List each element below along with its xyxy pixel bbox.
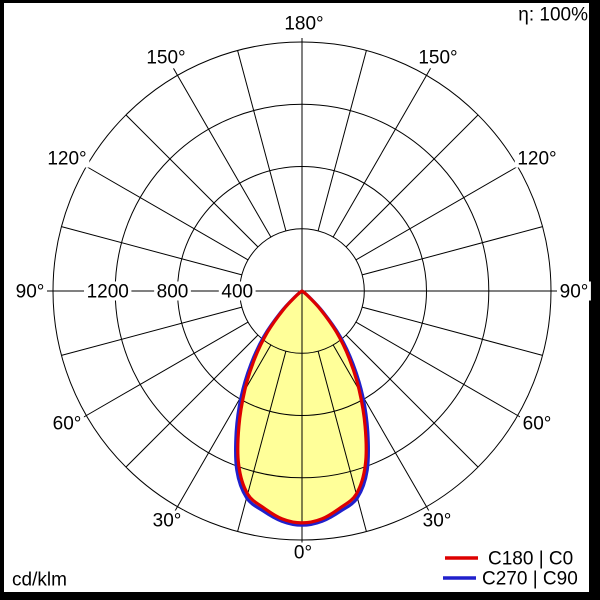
label-backdrop (520, 413, 554, 433)
angle-label: 120° (517, 149, 556, 170)
grid-spoke (177, 75, 272, 238)
grid-spoke (332, 344, 427, 507)
grid-spoke (61, 306, 243, 356)
grid-spoke (125, 334, 259, 468)
legend: C180 | C0 C270 | C90 (443, 549, 578, 590)
radial-tick-label: 1200 (87, 282, 129, 303)
label-backdrop (281, 13, 327, 33)
legend-label-c270-c90: C270 | C90 (482, 569, 578, 590)
label-backdrop (420, 510, 454, 530)
angle-label: 150° (146, 48, 185, 69)
radial-tick-label: 800 (157, 282, 189, 303)
efficiency-label: η: 100% (518, 5, 588, 26)
grid-spoke (345, 334, 479, 468)
axis-label-layer: 0° 30° 30° 60° 60° 90° 90° 120° 120° 150° 150° 180°… (13, 13, 591, 564)
label-backdrop (84, 281, 132, 301)
grid-spoke (355, 166, 518, 261)
grid-spoke (345, 114, 479, 248)
grid-spoke (361, 306, 543, 356)
angle-label: 180° (284, 14, 323, 35)
angle-label: 0° (294, 543, 312, 564)
label-backdrop (44, 148, 90, 168)
grid-spoke (237, 350, 287, 532)
polar-grid-layer (46, 38, 558, 545)
label-backdrop (557, 281, 591, 301)
angle-label: 30° (153, 511, 182, 532)
curve-c180-c0 (236, 289, 368, 525)
angle-label: 120° (47, 149, 86, 170)
angle-tick (426, 68, 431, 76)
grid-spoke (355, 321, 518, 416)
label-backdrop (143, 47, 189, 67)
label-backdrop (154, 281, 191, 301)
angle-label: 150° (418, 48, 457, 69)
grid-spoke (125, 114, 259, 248)
grid-spoke (61, 226, 243, 276)
label-backdrop (150, 510, 184, 530)
label-backdrop (514, 148, 560, 168)
grid-spoke (317, 50, 367, 232)
angle-tick (173, 68, 178, 76)
label-backdrop (13, 281, 48, 301)
grid-spoke (237, 50, 287, 232)
angle-label: 60° (523, 414, 552, 435)
grid-spoke (317, 350, 367, 532)
angle-label: 60° (53, 414, 82, 435)
radial-tick-label: 400 (221, 282, 253, 303)
grid-spoke (332, 75, 427, 238)
curve-layer (234, 289, 370, 527)
angle-label: 90° (560, 282, 589, 303)
grid-spoke (361, 226, 543, 276)
unit-label: cd/klm (12, 570, 67, 591)
label-backdrop (291, 542, 315, 562)
angle-label: 90° (16, 282, 45, 303)
grid-spoke (86, 321, 249, 416)
label-backdrop (50, 413, 84, 433)
label-backdrop (415, 47, 461, 67)
legend-label-c180-c0: C180 | C0 (488, 549, 573, 570)
label-backdrop (218, 281, 256, 301)
angle-label: 30° (423, 511, 452, 532)
grid-spoke (177, 344, 272, 507)
grid-spoke (86, 166, 249, 261)
